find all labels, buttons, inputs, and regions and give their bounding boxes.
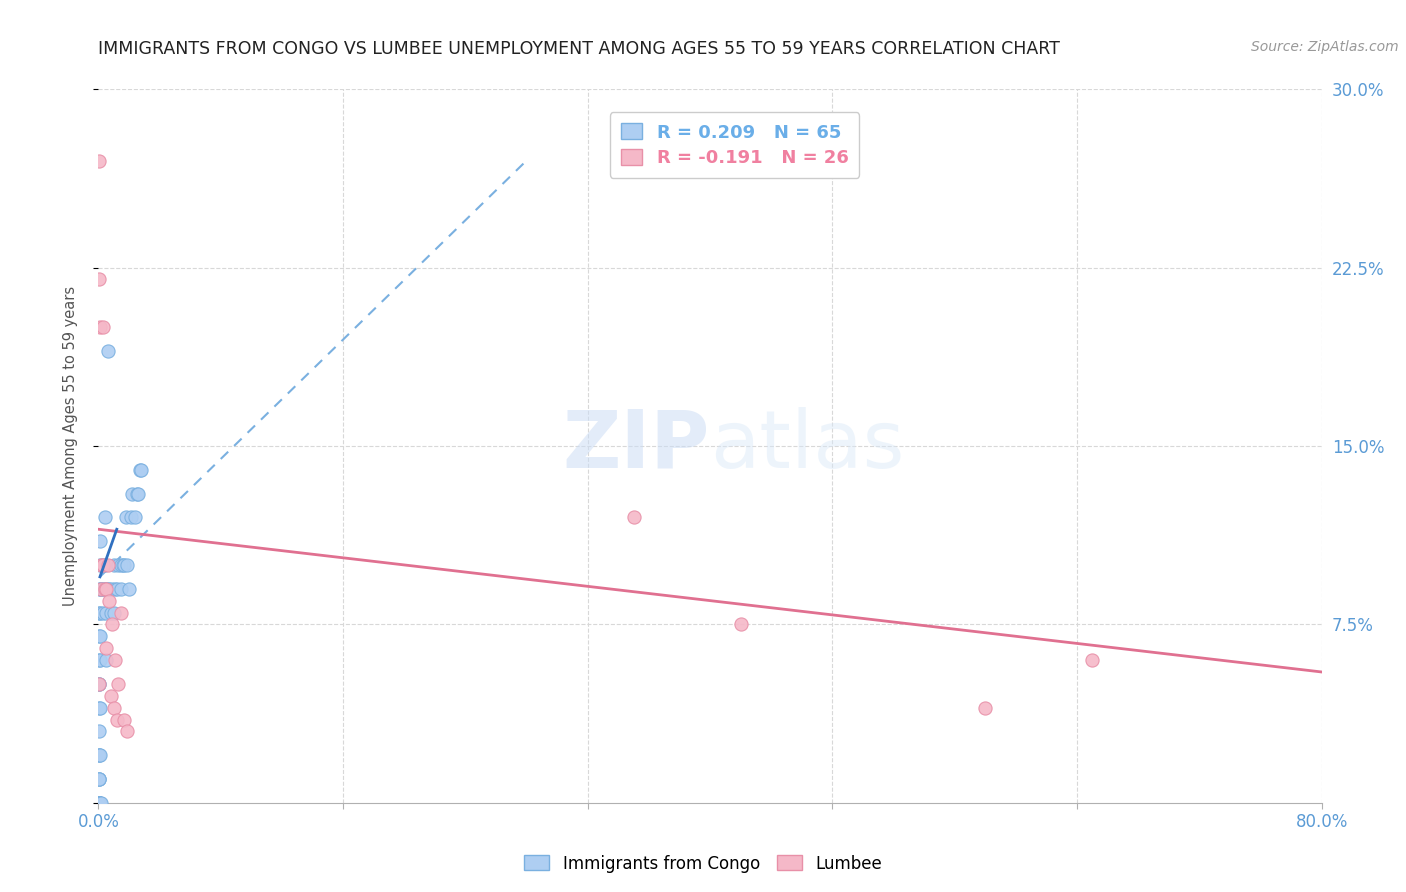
Point (125, 486, 148, 500)
Point (89, 629, 111, 643)
Text: IMMIGRANTS FROM CONGO VS LUMBEE UNEMPLOYMENT AMONG AGES 55 TO 59 YEARS CORRELATI: IMMIGRANTS FROM CONGO VS LUMBEE UNEMPLOY… (98, 40, 1060, 58)
Point (89, 700, 111, 714)
Point (112, 713, 135, 727)
Point (97, 558, 120, 572)
Text: atlas: atlas (710, 407, 904, 485)
Point (89, 606, 111, 620)
Point (93, 582, 115, 596)
Legend: Immigrants from Congo, Lumbee: Immigrants from Congo, Lumbee (517, 848, 889, 880)
Point (93, 558, 115, 572)
Point (94, 641, 117, 656)
Point (111, 558, 134, 572)
Point (91, 582, 114, 596)
Point (89, 677, 111, 691)
Point (89, 629, 111, 643)
Point (97, 343, 120, 358)
Point (94, 606, 117, 620)
Point (101, 582, 124, 596)
Point (89, 796, 111, 810)
Point (94, 582, 117, 596)
Point (89, 582, 111, 596)
Point (89, 772, 111, 786)
Text: ZIP: ZIP (562, 407, 710, 485)
Point (115, 510, 138, 524)
Point (128, 463, 150, 477)
Point (103, 558, 125, 572)
Point (974, 700, 997, 714)
Point (90, 796, 112, 810)
Point (104, 653, 127, 667)
Point (623, 510, 645, 524)
Point (90, 582, 112, 596)
Point (89, 796, 111, 810)
Legend: R = 0.209   N = 65, R = -0.191   N = 26: R = 0.209 N = 65, R = -0.191 N = 26 (610, 112, 859, 178)
Point (93, 582, 115, 596)
Point (89, 796, 111, 810)
Point (89, 153, 111, 168)
Point (107, 677, 129, 691)
Point (124, 510, 146, 524)
Point (117, 724, 139, 739)
Point (129, 463, 152, 477)
Point (98, 582, 121, 596)
Point (89, 796, 111, 810)
Point (89, 700, 111, 714)
Point (89, 582, 111, 596)
Point (101, 617, 124, 632)
Point (98, 593, 121, 607)
Point (89, 320, 111, 334)
Point (89, 796, 111, 810)
Point (89, 653, 111, 667)
Point (89, 796, 111, 810)
Point (107, 558, 129, 572)
Point (89, 772, 111, 786)
Point (89, 748, 111, 763)
Point (97, 582, 120, 596)
Point (90, 558, 112, 572)
Point (104, 582, 127, 596)
Point (89, 772, 111, 786)
Point (89, 272, 111, 286)
Point (105, 713, 128, 727)
Point (1081, 653, 1104, 667)
Point (730, 617, 752, 632)
Point (91, 558, 114, 572)
Point (91, 320, 114, 334)
Point (93, 510, 115, 524)
Point (121, 486, 143, 500)
Point (89, 796, 111, 810)
Point (89, 748, 111, 763)
Point (100, 689, 122, 703)
Point (91, 558, 114, 572)
Point (127, 486, 149, 500)
Point (89, 748, 111, 763)
Point (110, 558, 132, 572)
Point (110, 582, 132, 596)
Point (89, 534, 111, 549)
Point (89, 796, 111, 810)
Y-axis label: Unemployment Among Ages 55 to 59 years: Unemployment Among Ages 55 to 59 years (63, 286, 77, 606)
Point (110, 606, 132, 620)
Point (91, 606, 114, 620)
Point (89, 558, 111, 572)
Point (100, 606, 122, 620)
Point (89, 677, 111, 691)
Point (120, 510, 142, 524)
Point (94, 582, 117, 596)
Text: Source: ZipAtlas.com: Source: ZipAtlas.com (1251, 40, 1399, 54)
Point (89, 796, 111, 810)
Point (117, 558, 139, 572)
Point (89, 606, 111, 620)
Point (103, 606, 125, 620)
Point (94, 653, 117, 667)
Point (89, 653, 111, 667)
Point (112, 558, 135, 572)
Point (89, 724, 111, 739)
Point (105, 582, 128, 596)
Point (103, 700, 125, 714)
Point (89, 677, 111, 691)
Point (118, 582, 141, 596)
Point (90, 582, 112, 596)
